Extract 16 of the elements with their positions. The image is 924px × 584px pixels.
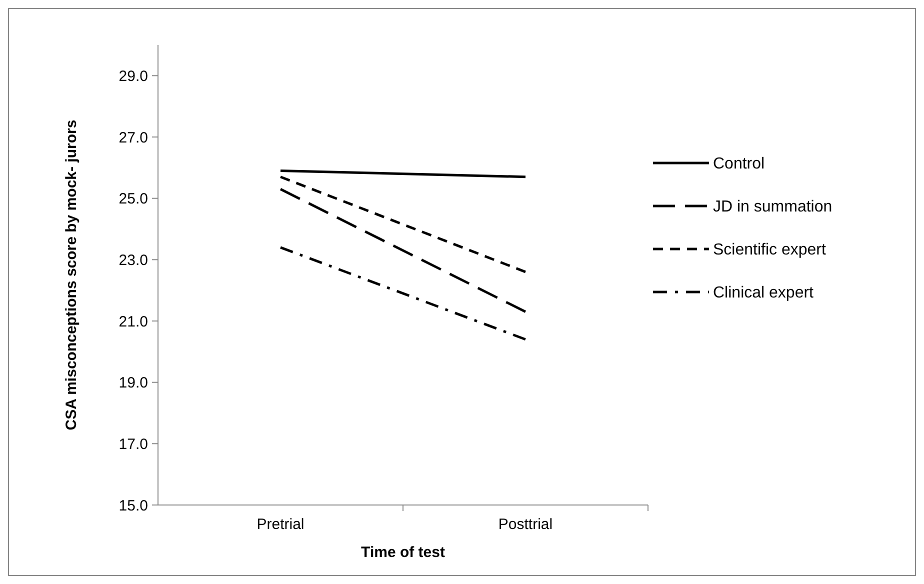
- x-tick-label: Pretrial: [256, 516, 304, 533]
- y-tick-label: 23.0: [118, 252, 148, 269]
- y-axis-title: CSA misconceptions score by mock- jurors: [63, 120, 80, 430]
- legend-label: Scientific expert: [713, 242, 826, 259]
- y-tick-label: 25.0: [118, 190, 148, 208]
- x-tick-label: Posttrial: [498, 516, 553, 533]
- x-axis-title: Time of test: [361, 544, 445, 561]
- legend-label: JD in summation: [713, 198, 832, 216]
- y-tick-label: 27.0: [118, 129, 148, 146]
- y-tick-label: 15.0: [118, 497, 148, 514]
- y-tick-label: 17.0: [118, 436, 148, 453]
- legend-label: Clinical expert: [713, 284, 814, 302]
- legend-label: Control: [713, 156, 765, 173]
- y-tick-label: 21.0: [118, 313, 148, 330]
- y-tick-label: 29.0: [118, 68, 148, 85]
- y-tick-label: 19.0: [118, 374, 148, 392]
